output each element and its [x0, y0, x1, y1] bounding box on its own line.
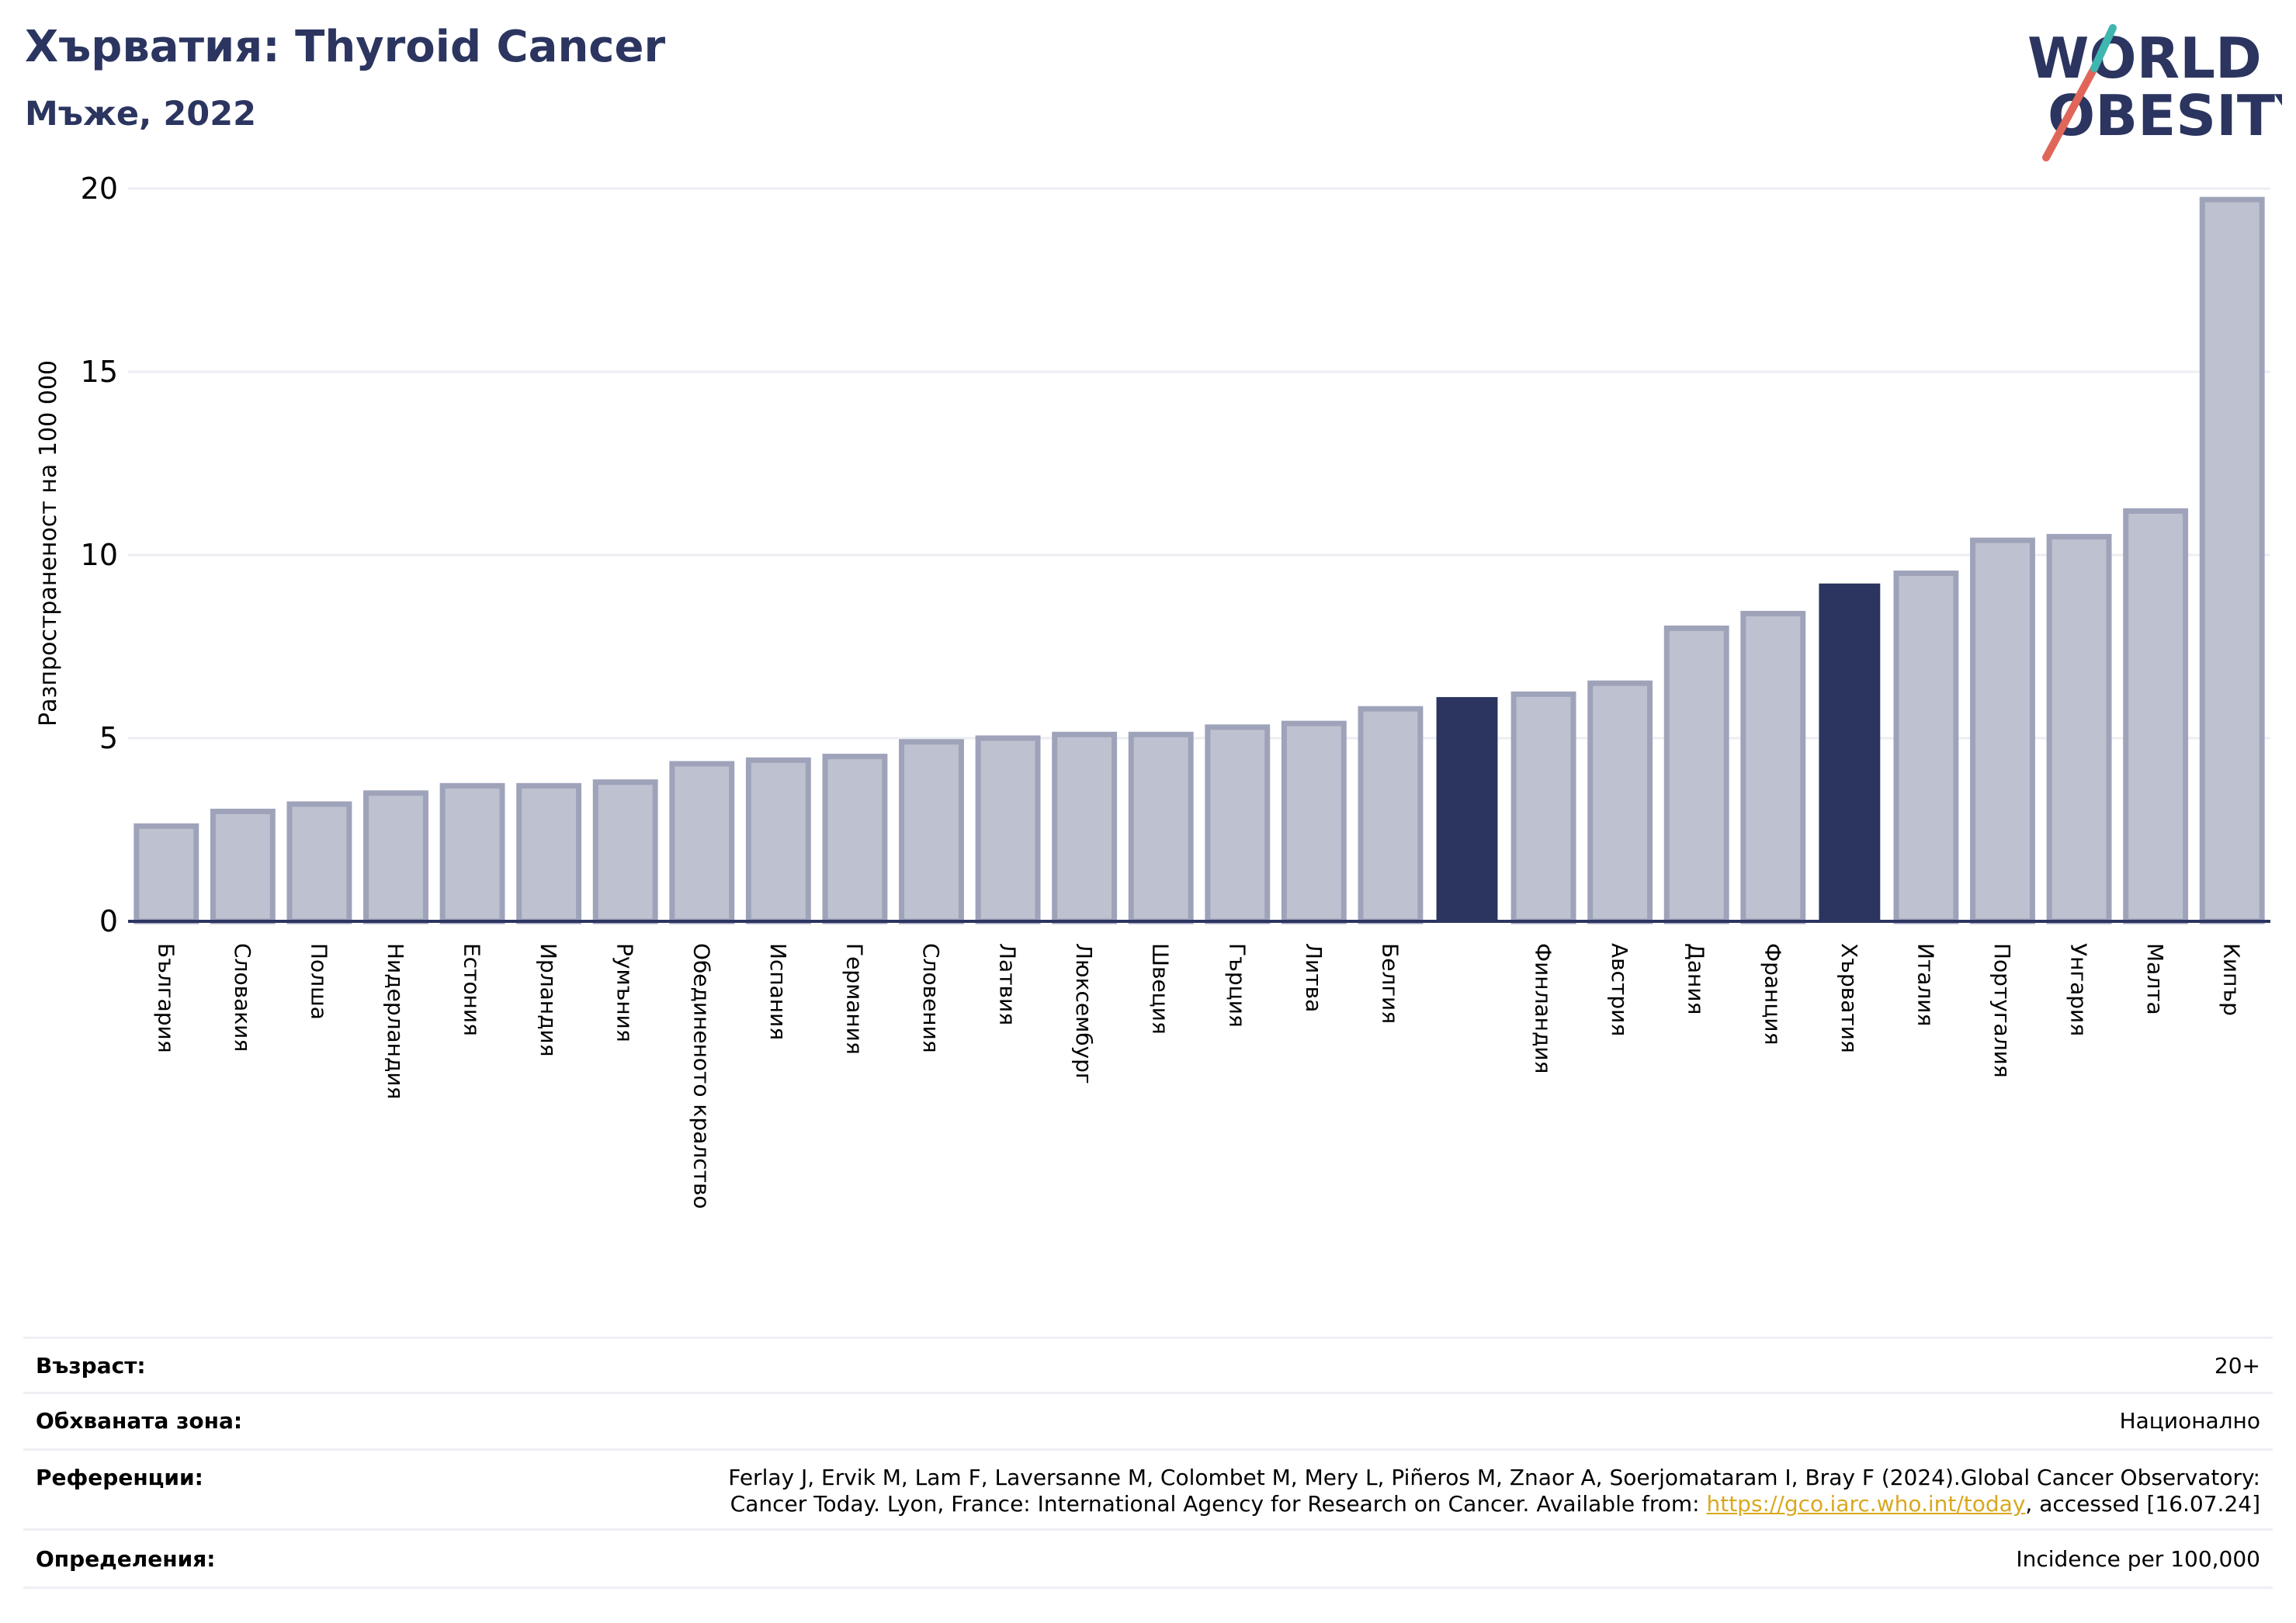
- logo-slash-red: [2042, 64, 2098, 161]
- info-row-references: Референции: Ferlay J, Ervik M, Lam F, La…: [23, 1448, 2273, 1528]
- coverage-label: Обхваната зона:: [36, 1408, 243, 1434]
- x-tick-label: Белгия: [1377, 943, 1403, 1024]
- y-tick-label: 0: [99, 904, 118, 938]
- x-tick-label: Финландия: [1531, 943, 1556, 1073]
- x-tick-label: Унгария: [2066, 943, 2092, 1036]
- page-subtitle: Мъже, 2022: [25, 95, 257, 134]
- bar: [516, 782, 582, 924]
- coverage-value: Национално: [2119, 1408, 2260, 1434]
- x-tick-label: Австрия: [1607, 943, 1632, 1036]
- bar: [975, 735, 1041, 924]
- definitions-label: Определения:: [36, 1546, 216, 1572]
- x-tick-label: Малта: [2142, 943, 2168, 1015]
- page-title: Хърватия: Thyroid Cancer: [25, 22, 666, 72]
- x-tick-label: Гърция: [1224, 943, 1250, 1028]
- y-tick-label: 20: [81, 172, 118, 206]
- references-link[interactable]: https://gco.iarc.who.int/today: [1706, 1491, 2026, 1517]
- bar: [286, 801, 352, 924]
- age-label: Възраст:: [36, 1353, 146, 1379]
- bar: [1819, 583, 1881, 922]
- x-tick-label: Португалия: [1989, 943, 2015, 1078]
- references-line-2: Cancer Today. Lyon, France: Internationa…: [728, 1491, 2260, 1517]
- bar: [1740, 611, 1806, 924]
- x-tick-label: Швеция: [1148, 943, 1174, 1035]
- references-line-2-text: Cancer Today. Lyon, France: Internationa…: [730, 1491, 1707, 1517]
- x-tick-label: Естония: [460, 943, 485, 1036]
- bar-chart: 0 5 10 15 20 България Словакия Полша Нидерланди…: [35, 172, 2270, 1209]
- bar: [363, 790, 428, 924]
- y-axis-title: Разпространеност на 100 000: [35, 360, 62, 727]
- references-line-1: Ferlay J, Ervik M, Lam F, Laversanne M, …: [728, 1465, 2260, 1490]
- bars: [134, 196, 2265, 924]
- logo-word-world: WORLD: [2027, 26, 2262, 91]
- definitions-value: Incidence per 100,000: [2016, 1546, 2260, 1572]
- bar: [1587, 680, 1653, 924]
- y-tick-label: 15: [81, 355, 118, 389]
- bar: [669, 761, 735, 924]
- y-axis-ticks: 0 5 10 15 20: [81, 172, 118, 938]
- x-tick-label: Люксембург: [1071, 943, 1097, 1084]
- x-tick-label: Литва: [1301, 943, 1327, 1012]
- references-accessed-text: , accessed [16.07.24]: [2025, 1491, 2260, 1517]
- x-tick-label: Хърватия: [1836, 943, 1862, 1053]
- world-obesity-logo: WORLD OBESITY: [2027, 24, 2282, 161]
- bar: [1893, 570, 1959, 924]
- x-tick-label: Обединеното кралство: [688, 943, 714, 1209]
- bar: [439, 782, 505, 924]
- bar: [2123, 508, 2189, 924]
- x-tick-label: Латвия: [995, 943, 1021, 1025]
- bar: [1970, 537, 2035, 924]
- bar: [899, 739, 964, 924]
- x-tick-label: Дания: [1684, 943, 1709, 1014]
- bar: [1128, 731, 1194, 924]
- x-tick-label: Кипър: [2219, 943, 2245, 1016]
- info-table: Възраст: 20+ Обхваната зона: Национално …: [23, 1337, 2273, 1589]
- bar: [1510, 691, 1576, 924]
- x-tick-label: Испания: [765, 943, 791, 1040]
- bar: [2199, 196, 2265, 924]
- info-row-definitions: Определения: Incidence per 100,000: [23, 1528, 2273, 1589]
- bar: [2046, 533, 2112, 924]
- bar: [592, 779, 658, 924]
- bar: [1205, 724, 1271, 924]
- x-tick-label: Полша: [306, 943, 331, 1020]
- bar: [134, 823, 199, 924]
- references-label: Референции:: [36, 1465, 203, 1490]
- x-tick-label: Италия: [1913, 943, 1938, 1026]
- x-tick-label: България: [153, 943, 179, 1053]
- references-value: Ferlay J, Ervik M, Lam F, Laversanne M, …: [728, 1465, 2260, 1517]
- bar: [745, 757, 811, 924]
- x-tick-label: Словакия: [230, 943, 255, 1052]
- x-tick-label: Румъния: [612, 943, 638, 1042]
- logo-word-obesity: OBESITY: [2048, 83, 2282, 148]
- info-row-age: Възраст: 20+: [23, 1337, 2273, 1392]
- bar: [1281, 720, 1347, 924]
- info-row-coverage: Обхваната зона: Национално: [23, 1392, 2273, 1448]
- x-axis-labels: България Словакия Полша Нидерландия Естония И…: [153, 943, 2244, 1209]
- bar: [210, 808, 276, 924]
- x-tick-label: Франция: [1760, 943, 1785, 1045]
- bar: [1052, 731, 1118, 924]
- y-tick-label: 10: [81, 538, 118, 572]
- x-tick-label: Ирландия: [536, 943, 561, 1056]
- x-tick-label: Нидерландия: [383, 943, 408, 1099]
- age-value: 20+: [2214, 1353, 2260, 1379]
- bar: [1436, 697, 1498, 923]
- y-tick-label: 5: [99, 721, 118, 755]
- logo-slash-teal: [2090, 24, 2117, 72]
- x-tick-label: Германия: [841, 943, 867, 1055]
- bar: [822, 754, 888, 924]
- bar: [1358, 706, 1424, 924]
- bar: [1663, 625, 1729, 924]
- x-tick-label: Словения: [918, 943, 944, 1053]
